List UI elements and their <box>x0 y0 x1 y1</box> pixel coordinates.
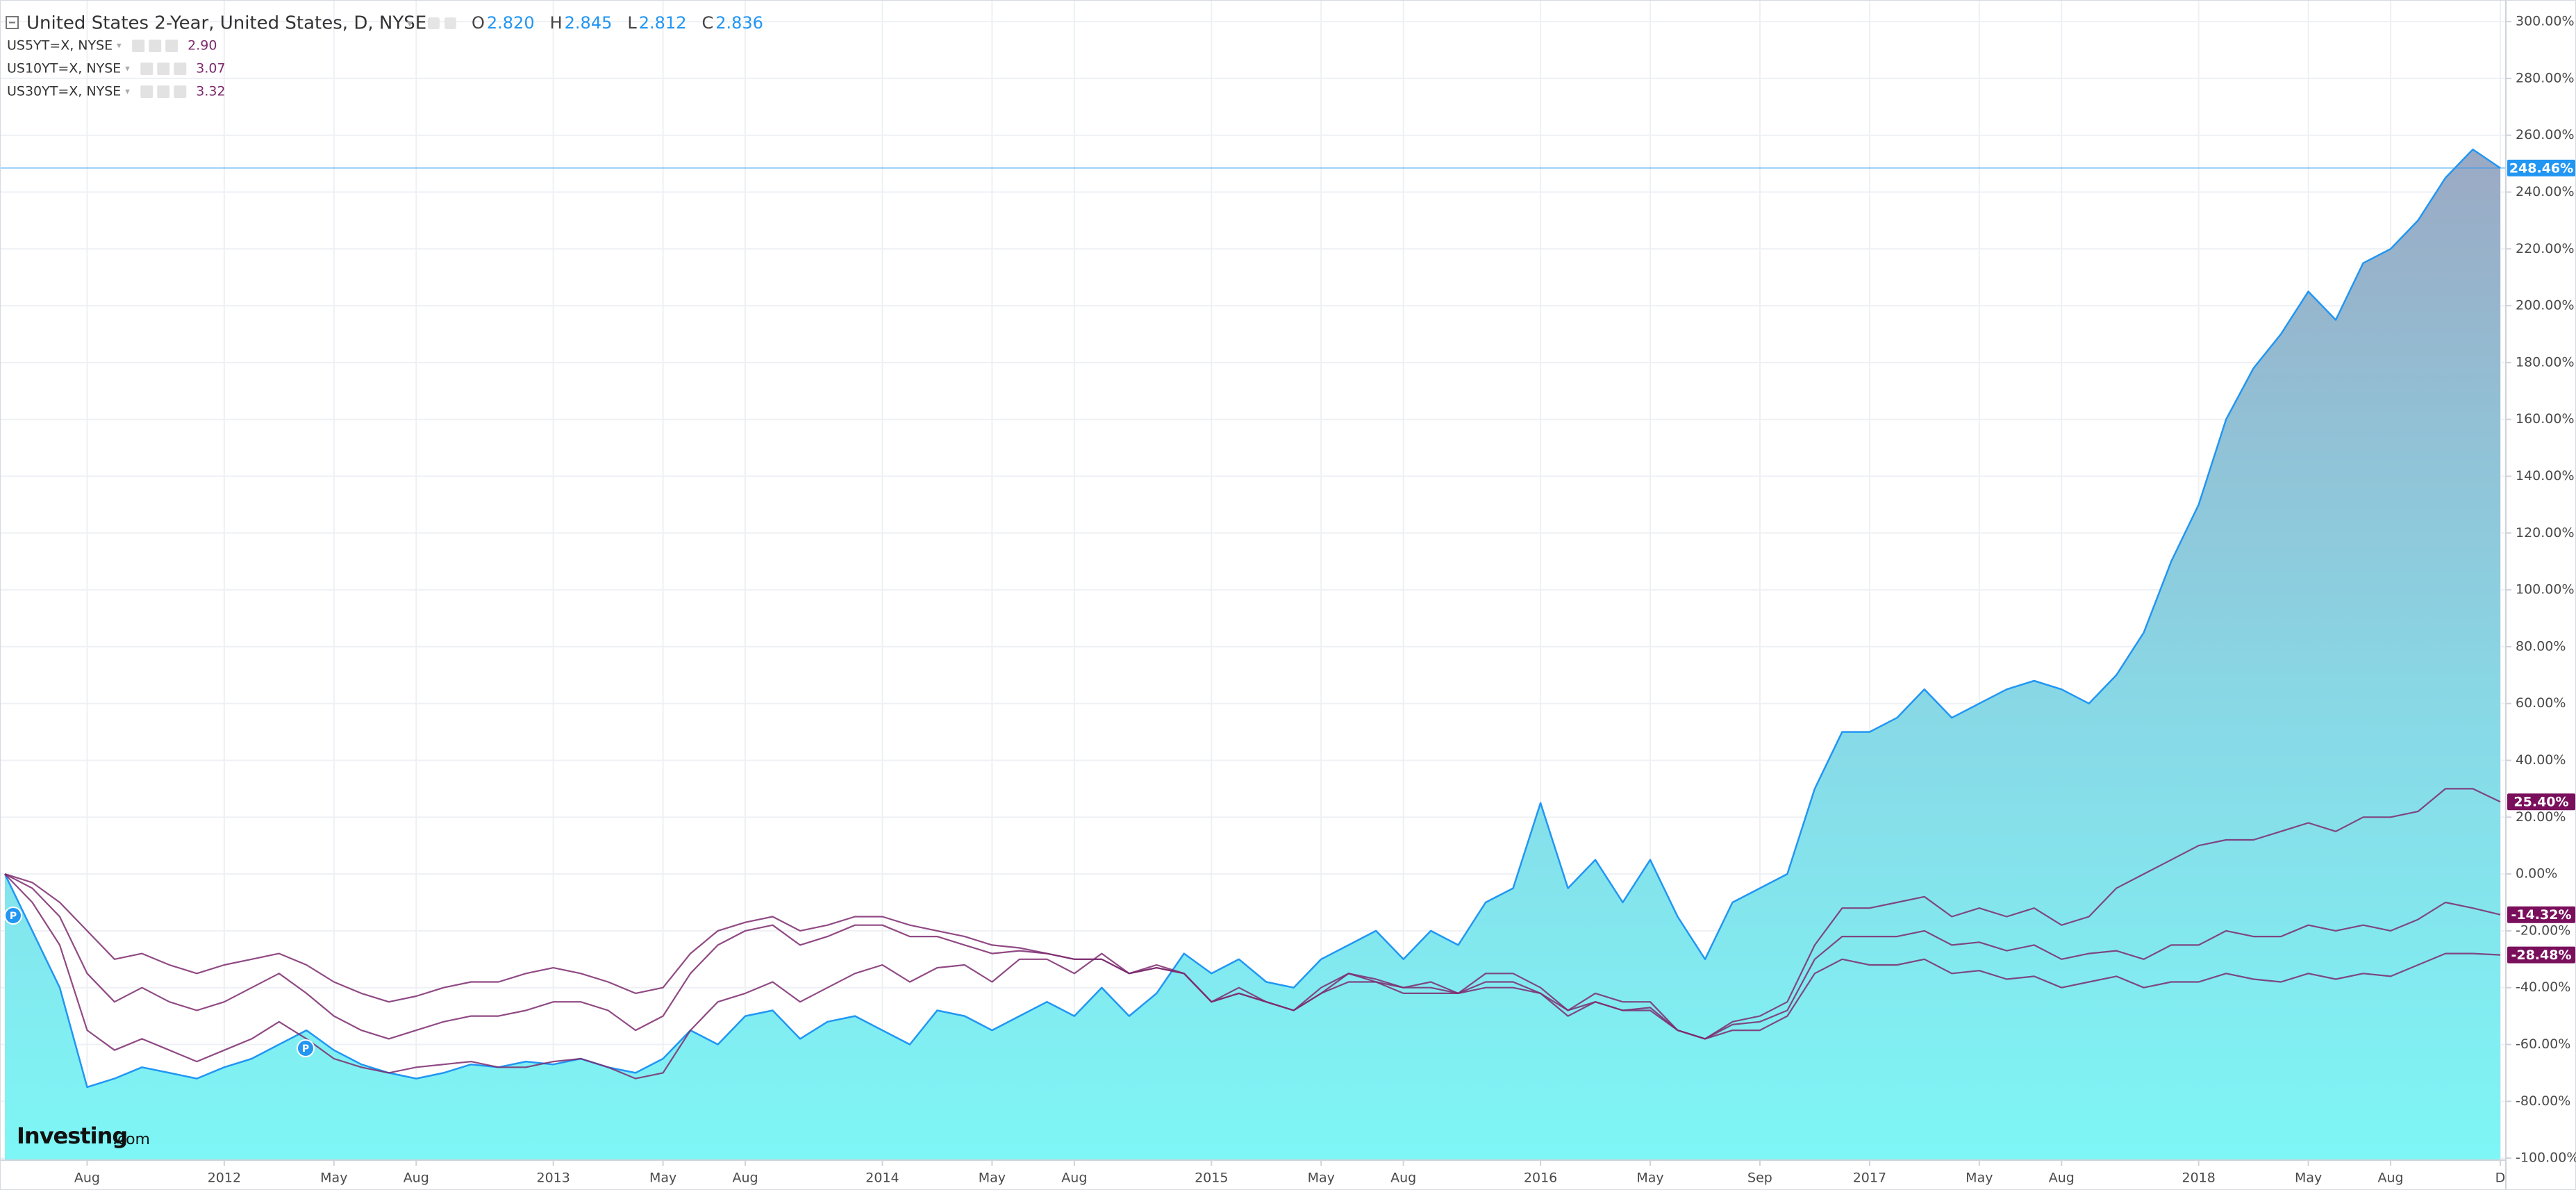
x-tick-label: Aug <box>2049 1171 2075 1186</box>
last-value-label: 25.40% <box>2513 795 2568 810</box>
icon[interactable] <box>428 17 440 29</box>
y-tick-label: 240.00% <box>2516 184 2575 199</box>
y-tick-label: -20.00% <box>2516 923 2570 938</box>
x-tick-label: Aug <box>1061 1171 1087 1186</box>
last-value-badge <box>2507 793 2575 811</box>
ohlc-key: C <box>701 13 713 33</box>
marker[interactable] <box>4 907 22 925</box>
legend-icon[interactable] <box>157 85 170 98</box>
logo: Investing .com <box>17 1123 150 1149</box>
last-value-badge <box>2507 946 2575 964</box>
x-tick-label: May <box>649 1171 676 1186</box>
x-tick-label: Aug <box>2378 1171 2404 1186</box>
y-tick-label: -80.00% <box>2516 1093 2570 1109</box>
line <box>4 788 2501 1080</box>
ohlc-key: H <box>550 13 563 33</box>
x-tick-label: May <box>320 1171 347 1186</box>
ohlc-key: O <box>472 13 485 33</box>
legend-icon[interactable] <box>165 40 178 52</box>
axes: -100.00% -80.00% -60.00% -40.00% -20.00% 0.00… <box>74 14 2576 1186</box>
x-tick-label: May <box>1966 1171 1993 1186</box>
last-value-label: -28.48% <box>2511 948 2571 963</box>
y-tick-label: 200.00% <box>2516 298 2575 313</box>
legend-name: US5YT=X, NYSE <box>7 38 113 53</box>
logo-text: Investing <box>17 1123 127 1149</box>
x-tick-label: Aug <box>74 1171 100 1186</box>
chart-title: United States 2-Year, United States, D, … <box>26 13 426 34</box>
dropdown-arrow[interactable]: ▾ <box>117 41 122 51</box>
marker-label: P <box>10 911 17 922</box>
x-tick-label: Sep <box>1747 1171 1772 1186</box>
legend-price: 3.07 <box>196 61 225 76</box>
y-tick-label: 140.00% <box>2516 468 2575 484</box>
dropdown-arrow[interactable]: ▾ <box>125 87 130 97</box>
ohlc-value: 2.812 <box>639 13 687 33</box>
y-tick-label: 80.00% <box>2516 638 2566 654</box>
x-tick-label: 2018 <box>2182 1171 2216 1186</box>
x-tick-label: May <box>979 1171 1006 1186</box>
x-tick-label: May <box>2295 1171 2322 1186</box>
x-tick-label: D <box>2495 1171 2506 1186</box>
ohlc-key: L <box>627 13 637 33</box>
logo-suffix: .com <box>113 1131 150 1148</box>
icon[interactable] <box>444 17 456 29</box>
y-tick-label: -40.00% <box>2516 980 2570 995</box>
last-value-badge <box>2507 906 2575 923</box>
ohlc-value: 2.845 <box>565 13 613 33</box>
legend-icon[interactable] <box>149 40 162 52</box>
dropdown-arrow[interactable]: ▾ <box>407 17 413 30</box>
x-tick-label: 2012 <box>208 1171 241 1186</box>
x-tick-label: May <box>1308 1171 1335 1186</box>
legend-name: US10YT=X, NYSE <box>7 61 121 76</box>
x-tick-label: 2015 <box>1195 1171 1228 1186</box>
y-tick-label: -60.00% <box>2516 1036 2570 1052</box>
line <box>4 873 2501 1040</box>
x-tick-label: 2017 <box>1853 1171 1886 1186</box>
plot: PP <box>0 148 2506 1161</box>
legend-price: 3.32 <box>196 84 225 99</box>
x-tick-label: Aug <box>404 1171 429 1186</box>
y-tick-label: 180.00% <box>2516 354 2575 370</box>
ohlc-value: 2.820 <box>487 13 535 33</box>
legend-icon[interactable] <box>174 85 187 98</box>
y-tick-label: 120.00% <box>2516 525 2575 540</box>
x-tick-label: Aug <box>1390 1171 1416 1186</box>
y-tick-label: 220.00% <box>2516 241 2575 256</box>
legend-icon[interactable] <box>174 63 187 75</box>
y-tick-label: 0.00% <box>2516 866 2557 882</box>
legend-icon[interactable] <box>157 63 170 75</box>
y-tick-label: 40.00% <box>2516 752 2566 768</box>
y-tick-label: 60.00% <box>2516 695 2566 711</box>
last-value-badge <box>2507 159 2575 176</box>
x-tick-label: May <box>1636 1171 1663 1186</box>
legend-icon[interactable] <box>132 40 145 52</box>
line <box>3 148 2501 1089</box>
legend: US5YT=X, NYSE ▾ 2.90 US10YT=X, NYSE ▾ 3.07 US3… <box>7 38 226 99</box>
legend-name: US30YT=X, NYSE <box>7 84 121 99</box>
y-tick-label: 280.00% <box>2516 70 2575 85</box>
y-tick-label: 20.00% <box>2516 809 2566 825</box>
marker-label: P <box>302 1043 309 1055</box>
x-tick-label: 2014 <box>865 1171 899 1186</box>
collapse-icon[interactable] <box>6 16 19 29</box>
legend-icon[interactable] <box>140 85 153 98</box>
dropdown-arrow[interactable]: ▾ <box>125 64 130 74</box>
x-tick-label: 2013 <box>536 1171 570 1186</box>
x-tick-label: Aug <box>733 1171 758 1186</box>
ohlc-value: 2.836 <box>715 13 763 33</box>
last-value-label: -14.32% <box>2511 907 2571 923</box>
y-tick-label: 160.00% <box>2516 411 2575 427</box>
x-tick-label: 2016 <box>1524 1171 1557 1186</box>
y-tick-label: 300.00% <box>2516 14 2575 29</box>
ohlc: O 2.820 H 2.845 L 2.812 C 2.836 <box>472 13 763 33</box>
y-tick-label: -100.00% <box>2516 1150 2576 1166</box>
legend-price: 2.90 <box>188 38 217 53</box>
marker[interactable] <box>297 1039 315 1057</box>
last-value-label: 248.46% <box>2509 160 2573 176</box>
legend-icon[interactable] <box>140 63 153 75</box>
y-tick-label: 260.00% <box>2516 127 2575 142</box>
y-tick-label: 100.00% <box>2516 582 2575 597</box>
